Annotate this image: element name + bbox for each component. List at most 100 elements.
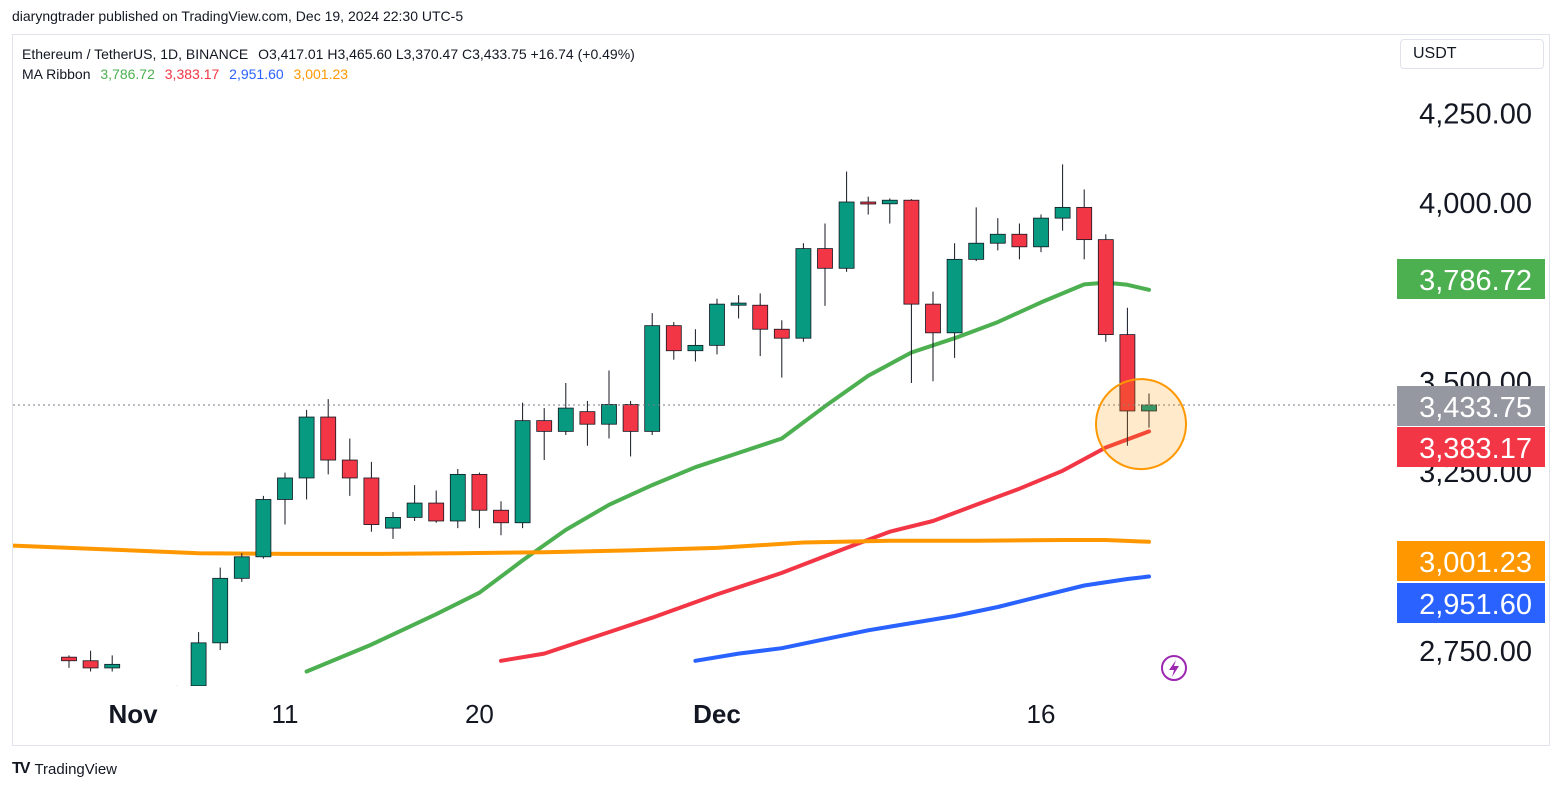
candle-body	[406, 502, 423, 518]
candle	[1097, 234, 1114, 342]
candle-body	[341, 459, 358, 479]
candle-body	[1054, 206, 1071, 219]
price-label-bg	[1397, 386, 1545, 426]
candle-body	[385, 516, 401, 529]
candle-body	[320, 416, 337, 461]
candle-body	[968, 242, 985, 260]
x-tick-label: Nov	[108, 699, 158, 729]
candle-body	[1011, 233, 1028, 248]
candle-body	[665, 325, 682, 352]
candle	[104, 655, 121, 672]
ma-value-4: 3,001.23	[293, 66, 349, 82]
candle-body	[709, 303, 725, 346]
candle-body	[212, 577, 229, 644]
candle-body	[881, 199, 898, 205]
candle-body	[946, 258, 963, 334]
brand-text: TradingView	[34, 760, 117, 778]
price-label-bg	[1397, 583, 1545, 623]
candle	[687, 329, 704, 362]
candle-body	[514, 420, 531, 524]
ma-ribbon-label[interactable]: MA Ribbon	[22, 66, 91, 82]
candle	[665, 322, 682, 360]
candle	[1076, 189, 1093, 260]
x-tick-label: 20	[465, 699, 494, 729]
candle	[471, 472, 488, 529]
candle	[536, 408, 553, 461]
tradingview-brand: TV TradingView	[12, 760, 117, 778]
candle	[644, 313, 661, 435]
chart-legend: Ethereum / TetherUS, 1D, BINANCE O3,417.…	[22, 44, 641, 84]
candle-body	[536, 420, 553, 432]
candle-body	[773, 328, 790, 339]
candle-body	[730, 302, 747, 306]
candle-body	[1097, 239, 1114, 336]
price-label: 3,786.72	[1397, 259, 1545, 299]
candle-body	[1076, 206, 1093, 241]
highlight-circle	[1095, 378, 1187, 471]
candle	[428, 490, 445, 523]
price-label: 2,951.60	[1397, 583, 1545, 623]
candle	[1011, 223, 1028, 260]
candle-body	[644, 325, 661, 432]
chart-frame	[12, 34, 1550, 746]
candle	[579, 400, 596, 446]
candle	[881, 198, 898, 224]
candle	[449, 469, 466, 529]
candle	[968, 207, 985, 262]
candle	[298, 409, 315, 500]
candle	[989, 218, 1006, 251]
candle	[622, 400, 639, 457]
candle	[385, 512, 401, 539]
candle	[255, 495, 272, 559]
ma-line-2	[499, 429, 1151, 663]
candle-body	[493, 509, 509, 524]
candle	[795, 243, 812, 342]
candle-body	[428, 502, 445, 522]
candle-body	[622, 404, 639, 432]
price-label: 3,001.23	[1397, 541, 1545, 581]
candle	[925, 291, 941, 382]
lightning-icon-ring	[1161, 655, 1187, 681]
price-label-bg	[1397, 427, 1545, 467]
currency-selector[interactable]: USDT	[1400, 39, 1544, 69]
candle-body	[579, 411, 596, 425]
price-label: 3,433.75	[1397, 386, 1545, 426]
candle-body	[277, 477, 293, 500]
x-tick-label: 16	[1027, 699, 1056, 729]
plot-area	[13, 164, 1396, 686]
candle-body	[925, 303, 941, 334]
ma-value-2: 3,383.17	[164, 66, 220, 82]
candle	[730, 295, 747, 319]
candle	[1054, 164, 1071, 231]
candle	[817, 223, 833, 306]
ma-value-3: 2,951.60	[229, 66, 284, 82]
x-tick-label: Dec	[693, 699, 741, 729]
symbol-title[interactable]: Ethereum / TetherUS, 1D, BINANCE	[22, 46, 249, 62]
y-tick-label: 4,000.00	[1419, 188, 1532, 220]
candle	[1119, 307, 1136, 446]
candle-body	[557, 407, 574, 432]
candle	[514, 402, 531, 529]
candle-body	[104, 663, 121, 669]
candle	[320, 399, 337, 475]
candle	[233, 553, 250, 582]
price-label-bg	[1397, 541, 1545, 581]
candle-body	[363, 477, 380, 525]
candle-body	[903, 199, 920, 305]
candle-body	[190, 642, 207, 686]
symbol-row: Ethereum / TetherUS, 1D, BINANCE O3,417.…	[22, 44, 641, 64]
candle-body	[233, 556, 250, 579]
candle-body	[471, 473, 488, 511]
candle	[176, 685, 178, 686]
publisher-info: diaryngtrader published on TradingView.c…	[12, 8, 464, 24]
candle-body	[838, 201, 855, 269]
candle	[557, 382, 574, 435]
candle	[709, 298, 725, 355]
candle-body	[82, 660, 99, 669]
candle	[838, 171, 855, 272]
candle-body	[795, 248, 812, 339]
candle-body	[860, 201, 877, 205]
candle	[946, 243, 963, 358]
candle-body	[687, 344, 704, 352]
